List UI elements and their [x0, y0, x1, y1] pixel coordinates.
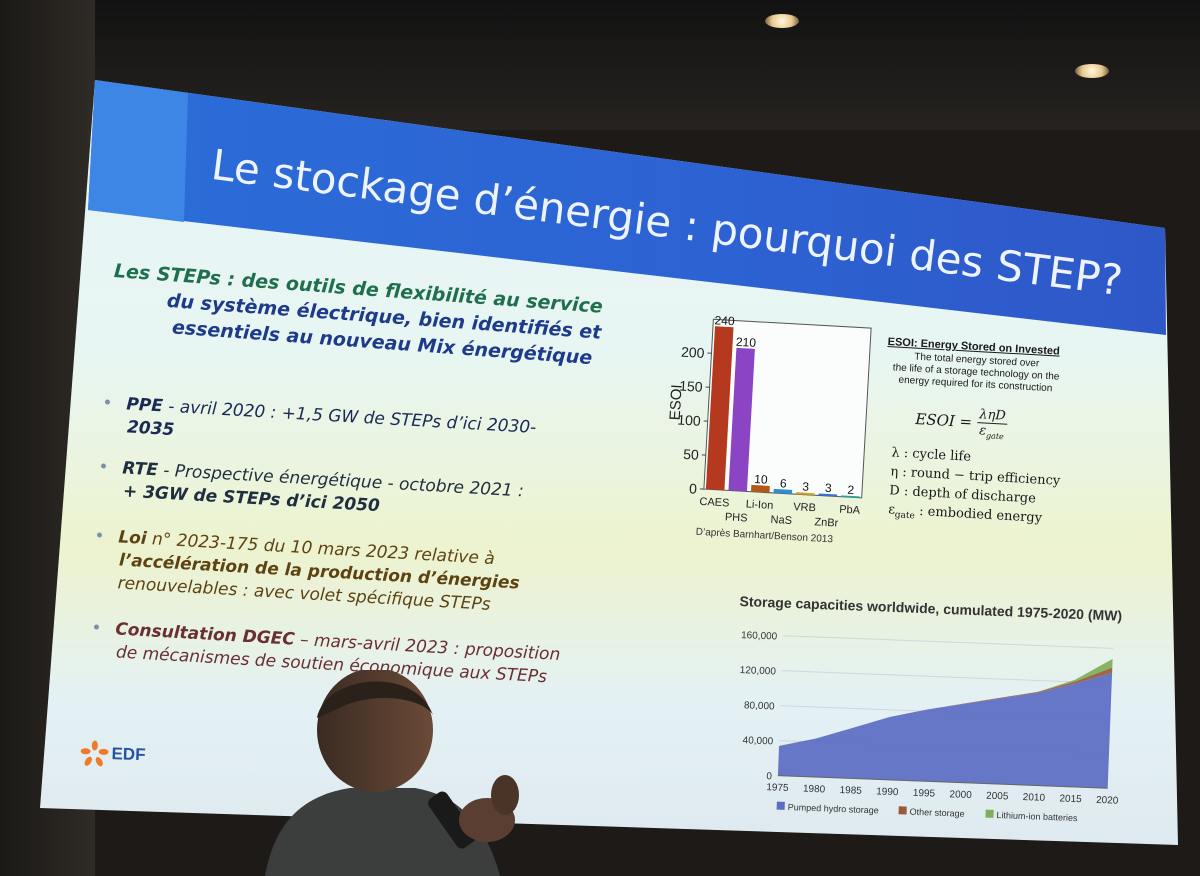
- bar-value-label: 2: [847, 483, 855, 497]
- y-axis-label: ESOI: [667, 384, 686, 421]
- capacity-chart-svg: Storage capacities worldwide, cumulated …: [739, 593, 1122, 823]
- x-tick-label: ZnBr: [814, 516, 839, 529]
- x-tick-label: 1975: [766, 782, 789, 794]
- bar-value-label: 6: [780, 476, 788, 490]
- bar-value-label: 240: [714, 313, 735, 328]
- bar-value-label: 3: [825, 481, 833, 495]
- bar: [773, 488, 793, 494]
- x-tick-label: PHS: [725, 511, 748, 524]
- legend-text: : cycle life: [899, 445, 972, 465]
- bar: [750, 484, 770, 493]
- y-tick-label: 80,000: [744, 700, 775, 712]
- esoi-chart-svg: 0 50 100 150 200 ESOI 240 CAES 210 PHS 10 Li-Ion 6 Na…: [667, 313, 872, 545]
- bullet-key: PPE: [125, 394, 164, 417]
- x-tick-label: NaS: [770, 514, 792, 527]
- area-series: [777, 672, 1113, 789]
- grid-line: [783, 635, 1114, 649]
- y-tick-label: 0: [766, 771, 772, 782]
- x-tick-label: Li-Ion: [745, 498, 773, 512]
- esoi-formula: ESOI = ληD εgate: [914, 404, 1064, 445]
- grid-line: [781, 670, 1112, 684]
- legend-swatch: [776, 801, 785, 810]
- esoi-definition-text: The total energy stored over the life of…: [885, 350, 1067, 396]
- ceiling-light-1: [765, 14, 799, 28]
- legend-text: : embodied energy: [914, 503, 1043, 526]
- legend-swatch: [898, 806, 907, 815]
- x-axis: [777, 775, 1108, 789]
- x-tick-label: 2005: [986, 791, 1009, 803]
- ceiling-light-2: [1075, 64, 1109, 78]
- bar-value-label: 10: [754, 472, 768, 487]
- legend-label: Pumped hydro storage: [788, 802, 879, 815]
- x-tick-label: VRB: [793, 501, 816, 514]
- area-series: [779, 667, 1113, 746]
- x-tick-label: 2010: [1023, 792, 1046, 804]
- bullet-key: RTE: [121, 458, 159, 481]
- y-tick-label: 100: [677, 411, 701, 428]
- y-tick-label: 50: [683, 446, 700, 463]
- bullet-key: Loi: [117, 527, 148, 549]
- x-tick-label: 2000: [949, 789, 972, 801]
- formula-denominator-sub: gate: [985, 431, 1005, 442]
- x-tick-label: 1985: [839, 785, 862, 797]
- legend-label: Other storage: [909, 807, 964, 819]
- x-tick-label: CAES: [699, 496, 730, 510]
- edf-logo: EDF: [79, 740, 146, 768]
- bar: [818, 493, 838, 497]
- bar: [796, 492, 815, 496]
- y-tick-label: 120,000: [740, 665, 777, 677]
- bar: [728, 347, 755, 492]
- y-tick-label: 150: [679, 378, 703, 395]
- bullet-dot: •: [93, 525, 105, 547]
- edf-logo-icon: [80, 740, 109, 767]
- x-tick-label: PbA: [839, 504, 861, 517]
- legend-swatch: [985, 809, 994, 818]
- storage-capacity-chart: Storage capacities worldwide, cumulated …: [731, 590, 1155, 846]
- bar-value-label: 3: [802, 480, 810, 494]
- presenter-silhouette: [265, 670, 519, 876]
- x-tick-label: 1980: [803, 784, 826, 796]
- esoi-definition: ESOI: Energy Stored on Invested The tota…: [877, 336, 1068, 541]
- bar: [841, 495, 860, 498]
- x-tick-label: 1995: [913, 788, 936, 800]
- formula-lhs: ESOI =: [914, 409, 973, 432]
- formula-numerator: ληD: [976, 407, 1009, 425]
- y-tick-label: 200: [681, 344, 705, 361]
- bullet-dot: •: [97, 456, 109, 478]
- bar: [705, 326, 734, 491]
- y-tick-label: 40,000: [742, 735, 773, 747]
- legend-sub: gate: [894, 509, 916, 521]
- esoi-bar-chart: 0 50 100 150 200 ESOI 240 CAES 210 PHS 10 Li-Ion 6 Na…: [659, 307, 882, 548]
- x-tick-label: 1990: [876, 786, 899, 798]
- edf-logo-text: EDF: [111, 744, 146, 765]
- bullet-dot: •: [101, 392, 113, 414]
- bullet-dot: •: [90, 617, 102, 639]
- x-tick-label: 2020: [1096, 795, 1119, 807]
- y-tick-label: 160,000: [741, 630, 778, 642]
- bar-value-label: 210: [736, 335, 757, 350]
- y-tick-label: 0: [689, 480, 698, 496]
- legend-label: Lithium-ion batteries: [996, 810, 1078, 823]
- x-tick-label: 2015: [1059, 793, 1082, 805]
